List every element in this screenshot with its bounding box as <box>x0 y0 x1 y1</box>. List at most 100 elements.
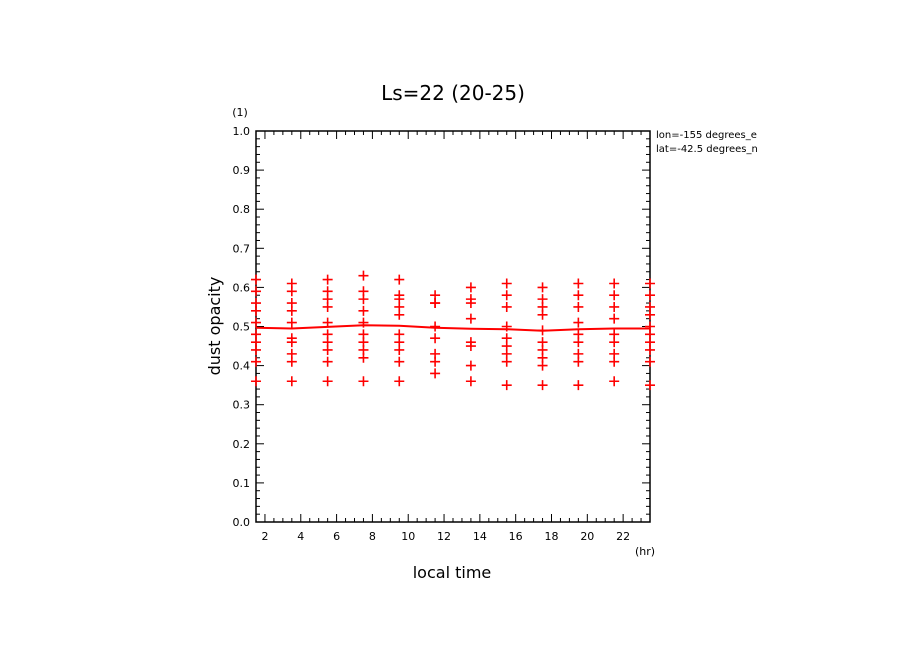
x-tick-label: 2 <box>261 530 268 543</box>
data-point <box>645 356 655 367</box>
data-point <box>430 368 441 379</box>
data-point <box>573 380 584 391</box>
data-point <box>645 278 655 289</box>
data-point <box>358 305 369 316</box>
data-point <box>573 301 584 312</box>
y-tick-label: 0.8 <box>233 203 251 216</box>
data-point <box>322 301 333 312</box>
data-point <box>645 290 655 301</box>
plot-marks <box>251 270 655 391</box>
data-point <box>322 356 333 367</box>
data-point <box>430 356 441 367</box>
data-point <box>286 286 297 297</box>
y-tick-label: 0.4 <box>233 360 251 373</box>
data-point <box>251 286 261 297</box>
mean-line <box>255 324 650 332</box>
data-point <box>465 341 476 352</box>
data-point <box>394 356 405 367</box>
data-point <box>501 301 512 312</box>
x-tick-label: 12 <box>437 530 451 543</box>
data-point <box>394 376 405 387</box>
x-tick-label: 4 <box>297 530 304 543</box>
data-point <box>501 278 512 289</box>
x-tick-label: 20 <box>580 530 594 543</box>
y-tick-label: 0.0 <box>233 516 251 529</box>
data-point <box>251 356 261 367</box>
data-point <box>573 356 584 367</box>
y-tick-label: 0.6 <box>233 281 251 294</box>
annotation-lon: lon=-155 degrees_e <box>656 130 757 141</box>
data-point <box>251 274 261 285</box>
data-point <box>609 337 620 348</box>
x-tick-label: 8 <box>369 530 376 543</box>
data-point <box>358 352 369 363</box>
data-point <box>322 376 333 387</box>
data-point <box>573 290 584 301</box>
y-tick-label: 1.0 <box>233 125 251 138</box>
data-point <box>465 298 476 309</box>
x-tick-label: 22 <box>616 530 630 543</box>
data-point <box>286 356 297 367</box>
data-point <box>286 317 297 328</box>
data-point <box>251 317 261 328</box>
data-point <box>394 344 405 355</box>
data-point <box>322 344 333 355</box>
y-tick-label: 0.9 <box>233 164 251 177</box>
data-point <box>609 278 620 289</box>
data-point <box>251 305 261 316</box>
y-tick-label: 0.1 <box>233 477 251 490</box>
x-tick-label: 16 <box>509 530 523 543</box>
data-point <box>573 337 584 348</box>
data-point <box>251 376 261 387</box>
y-tick-label: 0.2 <box>233 438 251 451</box>
data-point <box>501 380 512 391</box>
data-point <box>573 317 584 328</box>
annotation-lat: lat=-42.5 degrees_n <box>656 144 758 155</box>
data-point <box>537 282 548 293</box>
x-tick-label: 10 <box>401 530 415 543</box>
data-point <box>645 309 655 320</box>
x-tick-label: 6 <box>333 530 340 543</box>
y-tick-label: 0.5 <box>233 321 251 334</box>
plot-axes: 0.0 0.1 0.2 0.3 0.4 0.5 0.6 0.7 0.8 0.9 1.0 2 4 6 8 10 1… <box>233 125 651 543</box>
data-point <box>358 294 369 305</box>
chart-title: Ls=22 (20-25) <box>381 81 525 105</box>
data-point <box>322 274 333 285</box>
data-point <box>465 360 476 371</box>
data-point <box>609 356 620 367</box>
data-point <box>573 278 584 289</box>
data-point <box>537 380 548 391</box>
x-unit-label: (hr) <box>635 545 655 558</box>
data-point <box>609 290 620 301</box>
data-point <box>501 356 512 367</box>
data-point <box>465 313 476 324</box>
data-point <box>537 360 548 371</box>
data-point <box>609 376 620 387</box>
data-point <box>645 344 655 355</box>
y-tick-label: 0.7 <box>233 242 251 255</box>
data-point <box>645 380 655 391</box>
y-tick-label: 0.3 <box>233 399 251 412</box>
y-axis-label: dust opacity <box>205 277 224 376</box>
y-unit-label: (1) <box>232 106 248 119</box>
data-point <box>430 321 441 332</box>
data-point <box>394 309 405 320</box>
data-point <box>251 344 261 355</box>
data-point <box>430 333 441 344</box>
data-point <box>286 337 297 348</box>
data-point <box>394 274 405 285</box>
data-point <box>465 282 476 293</box>
data-point <box>609 301 620 312</box>
x-tick-label: 14 <box>473 530 487 543</box>
x-tick-label: 18 <box>545 530 559 543</box>
x-axis-label: local time <box>413 563 492 582</box>
data-point <box>286 305 297 316</box>
data-point <box>358 270 369 281</box>
data-point <box>286 376 297 387</box>
data-point <box>501 290 512 301</box>
data-point <box>358 376 369 387</box>
data-point <box>537 309 548 320</box>
data-point <box>609 313 620 324</box>
data-point <box>430 298 441 309</box>
